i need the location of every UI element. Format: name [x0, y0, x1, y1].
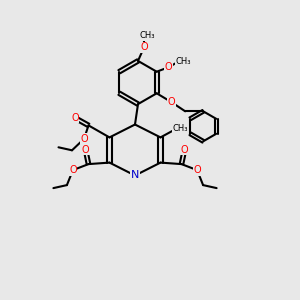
Text: O: O	[80, 134, 88, 144]
Text: O: O	[181, 145, 188, 155]
Text: O: O	[168, 97, 176, 107]
Text: O: O	[140, 42, 148, 52]
Text: O: O	[193, 165, 201, 175]
Text: CH₃: CH₃	[175, 57, 190, 66]
Text: O: O	[71, 113, 79, 123]
Text: CH₃: CH₃	[172, 124, 188, 133]
Text: CH₃: CH₃	[139, 32, 155, 40]
Text: N: N	[131, 170, 139, 181]
Text: O: O	[82, 145, 89, 155]
Text: O: O	[69, 165, 77, 175]
Text: O: O	[165, 62, 172, 72]
